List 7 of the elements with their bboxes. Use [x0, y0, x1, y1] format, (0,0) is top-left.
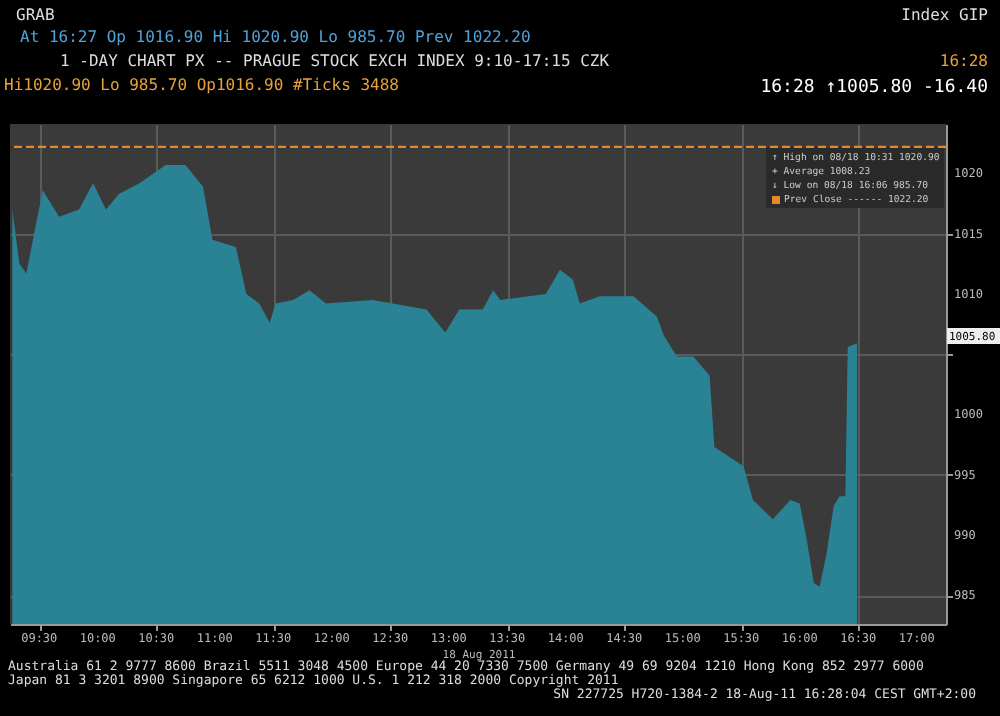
text: 16:28 [939, 52, 989, 70]
text: At 16:27 Op 1016.90 Hi 1020.90 Lo 985.70 Prev 1022.20 [20, 28, 531, 46]
text: Hi1020.90 Lo 985.70 Op1016.90 #Ticks 3488 [4, 76, 400, 94]
text: GRAB [16, 6, 55, 24]
chart-title: 1 -DAY CHART PX -- PRAGUE STOCK EXCH INDEX 9:10-17:15 CZK [60, 52, 610, 70]
text: Index GIP [901, 6, 989, 24]
text: 16:28 ↑1005.80 -16.40 [760, 78, 988, 98]
